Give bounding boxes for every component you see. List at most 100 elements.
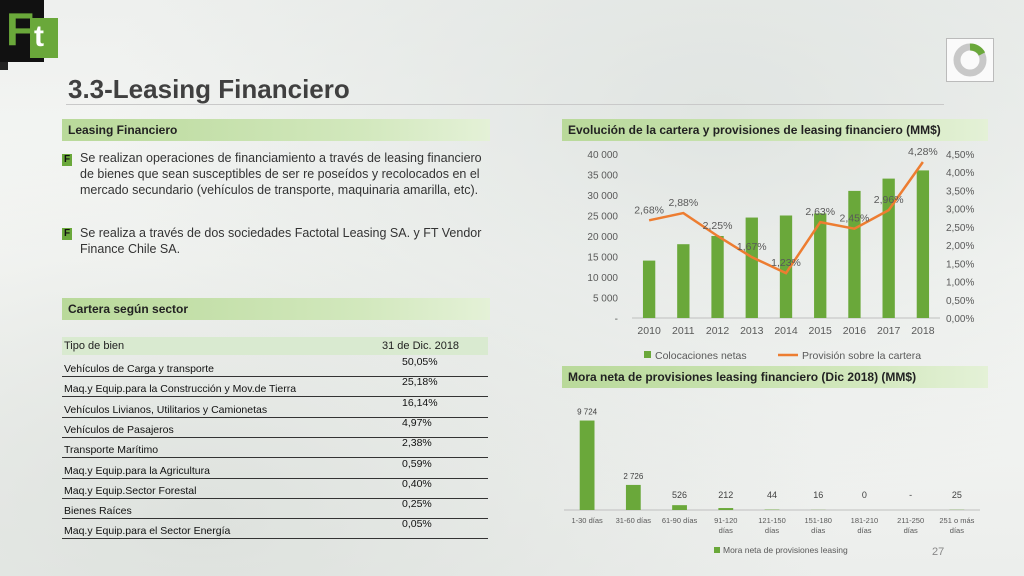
sector-table-header: Tipo de bien 31 de Dic. 2018: [62, 337, 488, 355]
bar: [916, 170, 930, 318]
bar: [882, 178, 895, 318]
row-tipo-de-bien: Maq.y Equip.para la Agricultura: [64, 464, 210, 477]
row-tipo-de-bien: Vehículos de Carga y transporte: [64, 363, 215, 375]
x-tick-label: 2012: [706, 325, 730, 337]
company-logo: F t: [0, 0, 58, 62]
bar: [711, 236, 724, 318]
table-row: Maq.y Equip.para la Agricultura 0,59%: [62, 458, 488, 479]
row-porcentaje: 0,25%: [402, 498, 432, 511]
row-porcentaje: 2,38%: [402, 437, 432, 450]
legend-swatch-bar: [714, 547, 720, 553]
bar: [625, 484, 641, 510]
x-tick-label: 2010: [637, 325, 661, 337]
data-label: 44: [767, 490, 777, 500]
row-tipo-de-bien: Vehículos de Pasajeros: [64, 423, 174, 436]
data-label: 0: [862, 490, 867, 500]
bar: [745, 217, 758, 318]
y-tick-label: 40 000: [587, 150, 618, 161]
data-label: 2,45%: [840, 213, 870, 225]
table-row: Vehículos de Carga y transporte 50,05%: [62, 356, 488, 377]
data-label: 212: [718, 490, 733, 500]
y2-tick-label: 1,50%: [946, 259, 974, 270]
x-tick-label: 2011: [672, 325, 695, 337]
y2-tick-label: 3,00%: [946, 205, 974, 216]
row-porcentaje: 4,97%: [402, 416, 432, 429]
row-porcentaje: 16,14%: [402, 396, 438, 409]
table-row: Vehículos de Pasajeros 4,97%: [62, 417, 488, 438]
page-number: 27: [932, 546, 945, 558]
row-tipo-de-bien: Maq.y Equip.Sector Forestal: [64, 484, 197, 497]
row-porcentaje: 0,05%: [402, 518, 432, 531]
x-tick-label: 181-210 días: [851, 516, 879, 535]
y-tick-label: 5 000: [593, 294, 618, 305]
table-row: Vehículos Livianos, Utilitarios y Camion…: [62, 397, 488, 418]
legend-item: Mora neta de provisiones leasing: [723, 545, 848, 555]
x-tick-label: 2015: [809, 325, 833, 337]
legend-item: Colocaciones netas: [655, 350, 747, 362]
leasing-bullet-2: Se realiza a través de dos sociedades Fa…: [80, 226, 482, 256]
provision-line: [648, 161, 924, 275]
bullet-icon: F: [62, 154, 72, 166]
table-row: Transporte Marítimo 2,38%: [62, 437, 488, 459]
mora-chart: 9 724 1-30 días 2 726 31-60 días 526 61-90 dí…: [564, 408, 980, 555]
row-porcentaje: 25,18%: [402, 376, 438, 389]
bullet-icon: F: [62, 228, 72, 240]
row-tipo-de-bien: Transporte Marítimo: [64, 444, 159, 457]
row-tipo-de-bien: Maq.y Equip.para el Sector Energía: [64, 525, 231, 538]
x-tick-label: 151-180 días: [804, 516, 832, 535]
bar: [642, 260, 656, 318]
bar: [779, 215, 793, 318]
leasing-section-header: Leasing Financiero: [62, 119, 490, 141]
bar: [814, 213, 827, 318]
mora-chart-header: Mora neta de provisiones leasing financi…: [562, 366, 988, 388]
data-label: 9 724: [577, 408, 598, 417]
logo-letter-t: t: [34, 20, 44, 53]
y2-tick-label: 0,50%: [946, 296, 974, 307]
data-label: 526: [672, 490, 687, 500]
y2-tick-label: 2,50%: [946, 223, 974, 234]
page-title: 3.3-Leasing Financiero: [68, 74, 350, 104]
data-label: 2,68%: [634, 204, 664, 216]
x-tick-label: 121-150 días: [758, 516, 786, 535]
row-tipo-de-bien: Vehículos Livianos, Utilitarios y Camion…: [64, 403, 268, 416]
y2-tick-label: 1,00%: [946, 278, 974, 289]
bar: [848, 190, 861, 318]
data-label: 2 726: [623, 472, 644, 481]
x-tick-label: 31-60 días: [616, 516, 652, 525]
row-porcentaje: 50,05%: [402, 356, 438, 368]
bar: [579, 420, 595, 510]
data-label: 2,63%: [805, 206, 835, 218]
data-label: 2,88%: [668, 197, 698, 209]
data-label: -: [909, 490, 912, 500]
x-tick-label: 2014: [774, 325, 798, 337]
y2-tick-label: 0,00%: [946, 314, 974, 325]
x-tick-label: 211-250 días: [897, 516, 924, 535]
legend-swatch-bar: [644, 351, 651, 358]
bar: [677, 244, 690, 318]
y2-tick-label: 4,50%: [946, 150, 974, 161]
leasing-bullet-1: Se realizan operaciones de financiamient…: [80, 151, 482, 197]
legend-item: Provisión sobre la cartera: [802, 350, 921, 362]
x-tick-label: 61-90 días: [662, 516, 698, 525]
data-label: 2,25%: [703, 220, 733, 232]
y-tick-label: 10 000: [587, 273, 618, 284]
bar: [718, 508, 734, 510]
row-tipo-de-bien: Bienes Raíces: [64, 505, 132, 518]
cartera-chart-header: Evolución de la cartera y provisiones de…: [562, 119, 988, 141]
y2-tick-label: 4,00%: [946, 168, 974, 179]
corner-square: [0, 62, 8, 70]
table-row: Maq.y Equip.para la Construcción y Mov.d…: [62, 376, 488, 398]
x-tick-label: 2017: [877, 325, 901, 337]
data-label: 16: [813, 490, 823, 500]
y-tick-label: 30 000: [587, 191, 618, 202]
data-label: 1,23%: [771, 257, 801, 269]
y-tick-label: 15 000: [587, 253, 618, 264]
sector-section-header: Cartera según sector: [62, 298, 490, 320]
row-porcentaje: 0,59%: [402, 457, 432, 470]
col-tipo-de-bien: Tipo de bien: [64, 340, 125, 352]
y-tick-label: 25 000: [587, 212, 618, 223]
y-tick-label: 35 000: [587, 171, 618, 182]
data-label: 1,67%: [737, 241, 767, 253]
y-tick-label: -: [615, 314, 618, 325]
data-label: 4,28%: [908, 146, 938, 158]
